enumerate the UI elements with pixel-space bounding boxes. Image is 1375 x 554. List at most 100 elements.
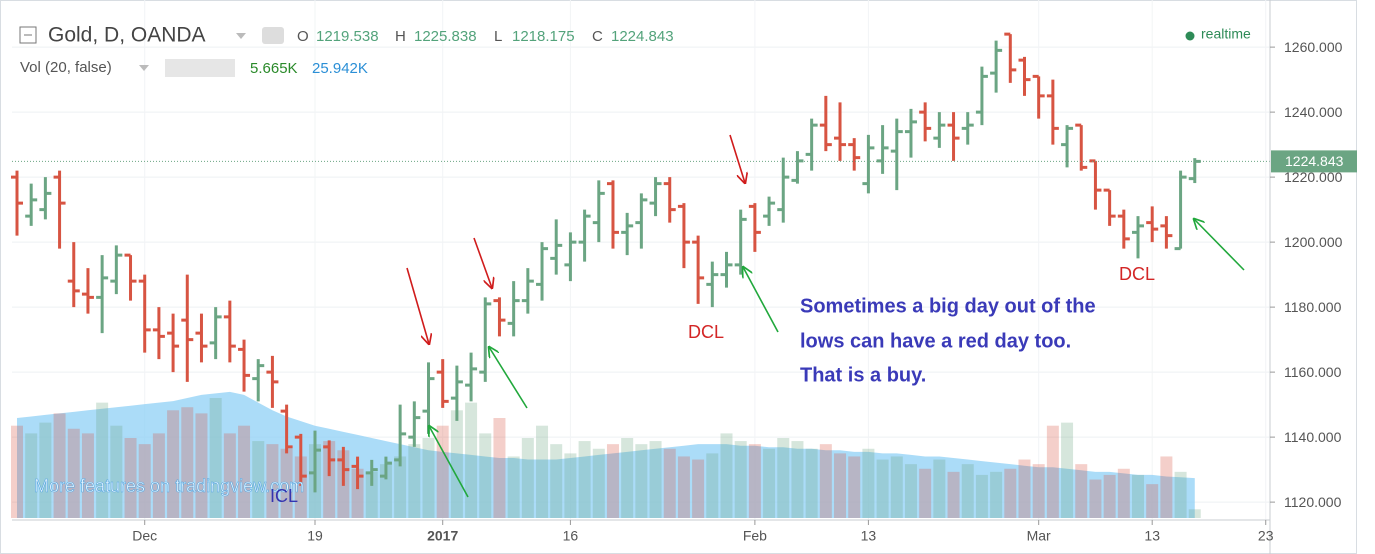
ohlc-value: 1224.843 — [611, 28, 674, 45]
arrow — [473, 237, 492, 288]
volume-bar — [1103, 474, 1116, 518]
arrow — [489, 347, 528, 409]
arrow — [729, 134, 745, 183]
dropdown[interactable] — [139, 65, 149, 71]
volume-bar — [919, 468, 932, 518]
volume-bar — [1089, 479, 1102, 518]
volume-bar — [706, 453, 719, 518]
volume-bar — [266, 444, 279, 518]
volume-bar — [351, 468, 364, 518]
volume-bar — [450, 410, 463, 518]
annotation: Sometimes a big day out of the — [800, 295, 1096, 317]
volume-bar — [578, 441, 591, 518]
volume-bar — [238, 425, 251, 518]
volume-bar — [621, 438, 634, 518]
volume-bar — [606, 444, 619, 518]
status-dot — [1185, 31, 1195, 41]
collapse-icon[interactable] — [19, 26, 37, 44]
volume-bar — [1061, 422, 1074, 518]
volume-bar — [110, 425, 123, 518]
volume-bar — [408, 444, 421, 518]
volume-bar — [734, 441, 747, 518]
volume-bar — [96, 402, 109, 518]
volume-bar — [536, 425, 549, 518]
volume-bar — [11, 425, 23, 518]
volume-bar — [436, 425, 449, 518]
volume-title: Vol (20, false) — [20, 59, 112, 76]
volume-bar — [990, 471, 1003, 518]
volume-bar — [1032, 464, 1045, 518]
volume-bar — [124, 438, 137, 518]
volume-bar — [550, 444, 563, 518]
volume-bar — [422, 438, 435, 518]
volume-bar — [507, 456, 520, 518]
volume-bar — [195, 413, 208, 518]
volume-bar — [933, 459, 946, 518]
volume-bar — [465, 402, 478, 518]
volume-bar — [890, 456, 903, 518]
volume-bar — [862, 448, 875, 518]
y-tick-label: 1260.000 — [1284, 39, 1343, 55]
volume-bar — [1132, 474, 1145, 518]
status: realtime — [1201, 26, 1251, 42]
eye-icon[interactable] — [262, 27, 284, 44]
ohlc-label: H — [395, 28, 406, 45]
volume-bar — [209, 398, 222, 518]
volume-bar — [521, 438, 534, 518]
x-tick-label: 23 — [1258, 528, 1274, 544]
indicator-icons[interactable] — [165, 59, 235, 77]
volume-bar — [394, 456, 407, 518]
volume-bar — [365, 471, 378, 518]
x-tick-label: Mar — [1027, 528, 1051, 544]
volume-bar — [1046, 425, 1059, 518]
volume-bar — [692, 459, 705, 518]
volume-bar — [763, 448, 776, 518]
arrow — [1194, 219, 1245, 271]
volume-bar — [805, 448, 818, 518]
volume-bar — [294, 456, 307, 518]
volume-bar — [67, 428, 80, 518]
volume-bar — [748, 444, 761, 518]
y-tick-label: 1140.000 — [1284, 429, 1342, 445]
volume-ma-value: 25.942K — [312, 60, 368, 77]
volume-bar — [181, 407, 194, 518]
volume-bar — [975, 474, 988, 518]
arrow — [429, 426, 469, 498]
volume-bar — [1174, 471, 1187, 518]
volume-bar — [720, 433, 733, 518]
ohlc-value: 1225.838 — [414, 28, 477, 45]
annotation: DCL — [688, 322, 724, 342]
volume-bar — [834, 453, 847, 518]
volume-bar — [138, 444, 151, 518]
volume-bar — [25, 433, 38, 518]
y-tick-label: 1180.000 — [1284, 299, 1342, 315]
volume-bar — [663, 448, 676, 518]
ohlc-label: C — [592, 28, 603, 45]
volume-bar — [819, 444, 832, 518]
volume-bar — [81, 433, 94, 518]
volume-bar — [53, 413, 66, 518]
annotation: lows can have a red day too. — [800, 330, 1071, 352]
volume-bar — [564, 453, 577, 518]
volume-bar — [1160, 456, 1173, 518]
x-tick-label: 16 — [563, 528, 579, 544]
volume-ma-area — [17, 391, 1195, 518]
dropdown[interactable] — [236, 33, 246, 39]
ohlc-value: 1218.175 — [512, 28, 575, 45]
volume-bar — [961, 464, 974, 518]
arrow — [743, 267, 779, 333]
y-tick-label: 1120.000 — [1284, 494, 1342, 510]
volume-bar — [479, 433, 492, 518]
ohlc-value: 1219.538 — [316, 28, 379, 45]
volume-bar — [252, 441, 265, 518]
y-tick-label: 1160.000 — [1284, 364, 1342, 380]
volume-bar — [1004, 468, 1017, 518]
last-price-tag — [1271, 150, 1357, 173]
symbol-title: Gold, D, OANDA — [48, 24, 206, 47]
arrow — [406, 267, 429, 344]
annotation: That is a buy. — [800, 364, 926, 386]
y-tick-label: 1240.000 — [1284, 104, 1343, 120]
x-tick-label: 19 — [307, 528, 323, 544]
last-price-label: 1224.843 — [1285, 153, 1344, 169]
volume-bar — [39, 422, 52, 518]
